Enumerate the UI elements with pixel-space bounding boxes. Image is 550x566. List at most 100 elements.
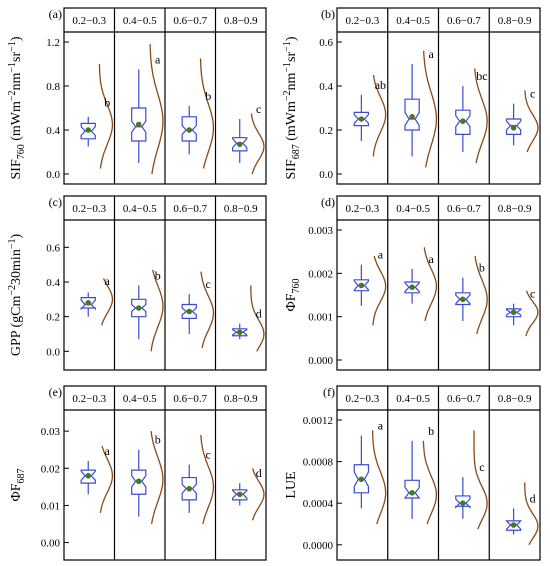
significance-letter: b (205, 89, 211, 103)
y-axis-label-sub: 687 (16, 468, 27, 483)
density-curve (200, 434, 215, 525)
group-header: 0.6−0.7 (173, 393, 207, 405)
y-tick-label: 0.2 (46, 312, 60, 324)
y-tick-label: 0.4 (46, 277, 60, 289)
y-tick-label: 0.0 (319, 169, 333, 181)
group-header: 0.6−0.7 (173, 203, 207, 215)
density-curve (250, 113, 265, 175)
y-tick-label: 0.000 (308, 355, 333, 367)
mean-marker (409, 490, 415, 496)
y-axis-label-mid: 30min (9, 249, 24, 285)
y-axis-label-sup2: −1 (282, 62, 293, 73)
group-header: 0.2−0.3 (72, 203, 106, 215)
notched-box (80, 122, 96, 140)
density-curve (525, 290, 539, 337)
mean-marker (409, 284, 415, 291)
notched-box (131, 107, 147, 142)
notched-box (403, 479, 421, 499)
mean-marker (358, 476, 365, 483)
notched-box (353, 464, 370, 494)
notched-box (455, 495, 471, 509)
y-axis-label-main: SIF (284, 159, 299, 179)
y-tick-label: 0.8 (46, 81, 60, 93)
group-header: 0.8−0.9 (498, 15, 532, 27)
density-curve (251, 468, 265, 521)
group-header: 0.4−0.5 (123, 203, 157, 215)
group-header: 0.6−0.7 (447, 393, 481, 405)
y-axis-label-sup2: −1 (7, 239, 18, 250)
density-curve (372, 255, 387, 326)
y-axis-label: ΦF760 (284, 278, 302, 311)
significance-letter: b (428, 424, 434, 438)
panel-label: (a) (49, 7, 62, 21)
significance-letter: b (479, 261, 485, 275)
significance-letter: a (155, 53, 161, 67)
y-tick-label: 0.002 (308, 268, 333, 280)
significance-letter: d (256, 307, 262, 321)
mean-marker (236, 491, 243, 498)
group-header: 0.8−0.9 (224, 203, 258, 215)
density-curve (473, 430, 488, 530)
panel-label: (b) (321, 7, 335, 21)
significance-letter: c (530, 287, 535, 301)
notched-box (505, 308, 522, 318)
group-header: 0.4−0.5 (123, 393, 157, 405)
group-header: 0.8−0.9 (498, 203, 532, 215)
mean-marker (510, 522, 517, 528)
group-header: 0.2−0.3 (346, 15, 380, 27)
significance-letter: bc (476, 69, 487, 83)
mean-marker (85, 472, 92, 479)
mean-marker (186, 485, 193, 492)
group-header: 0.6−0.7 (173, 15, 207, 27)
y-tick-label: 0.0008 (303, 457, 334, 469)
y-axis-label-main: ΦF (284, 293, 299, 311)
group-header: 0.4−0.5 (396, 15, 430, 27)
y-axis-label-main: ΦF (9, 483, 24, 501)
y-axis-label-main: LUE (284, 471, 299, 498)
significance-letter: c (479, 460, 484, 474)
density-curve (524, 482, 539, 546)
y-axis-label: SIF687 (mWm−2nm−1sr−1) (282, 36, 302, 179)
mean-marker (135, 305, 142, 311)
notched-box (181, 116, 197, 142)
group-header: 0.6−0.7 (447, 15, 481, 27)
mean-marker (135, 121, 142, 128)
y-tick-label: 0.0000 (303, 540, 334, 552)
density-curve (474, 68, 488, 164)
y-tick-label: 1.2 (46, 37, 60, 49)
significance-letter: a (428, 252, 434, 266)
group-header: 0.4−0.5 (396, 203, 430, 215)
significance-letter: c (530, 87, 535, 101)
y-axis-label-mid: nm (9, 72, 24, 90)
y-tick-label: 0.0004 (303, 498, 334, 510)
y-tick-label: 0.0 (46, 346, 60, 358)
density-curve (371, 430, 387, 525)
significance-letter: d (530, 491, 536, 505)
notched-box (505, 520, 523, 531)
group-header: 0.2−0.3 (346, 203, 380, 215)
group-header: 0.4−0.5 (123, 15, 157, 27)
group-header: 0.2−0.3 (72, 15, 106, 27)
density-curve (200, 271, 215, 349)
mean-marker (186, 127, 193, 133)
y-axis-label: SIF760 (mWm−2nm−1sr−1) (7, 36, 27, 179)
mean-marker (236, 329, 243, 336)
chart-panel-f: (f) 0.0000 0.0004 0.0008 0.0012 LUE 0.2−0.3 a 0.… (284, 385, 541, 561)
notched-box (232, 328, 248, 337)
notched-box (232, 137, 248, 152)
y-axis-label-end: sr (9, 51, 24, 61)
mean-marker (358, 282, 365, 289)
y-axis-label-close: ) (284, 36, 299, 41)
y-axis-label: ΦF687 (9, 468, 27, 501)
notched-box (131, 469, 147, 495)
panel-label: (c) (49, 195, 62, 209)
y-tick-label: 0.6 (46, 242, 60, 254)
y-axis-label-sup3: −1 (282, 41, 293, 52)
y-axis-label-sup3: −1 (7, 41, 18, 52)
y-axis-label-close: ) (9, 36, 24, 41)
significance-letter: c (206, 448, 211, 462)
group-header: 0.6−0.7 (447, 203, 481, 215)
mean-marker (135, 478, 142, 485)
mean-marker (409, 114, 415, 120)
chart-panel-e: (e) 0.00 0.01 0.02 0.03 ΦF687 0.2−0.3 a 0.4−0.5 b… (9, 385, 267, 561)
